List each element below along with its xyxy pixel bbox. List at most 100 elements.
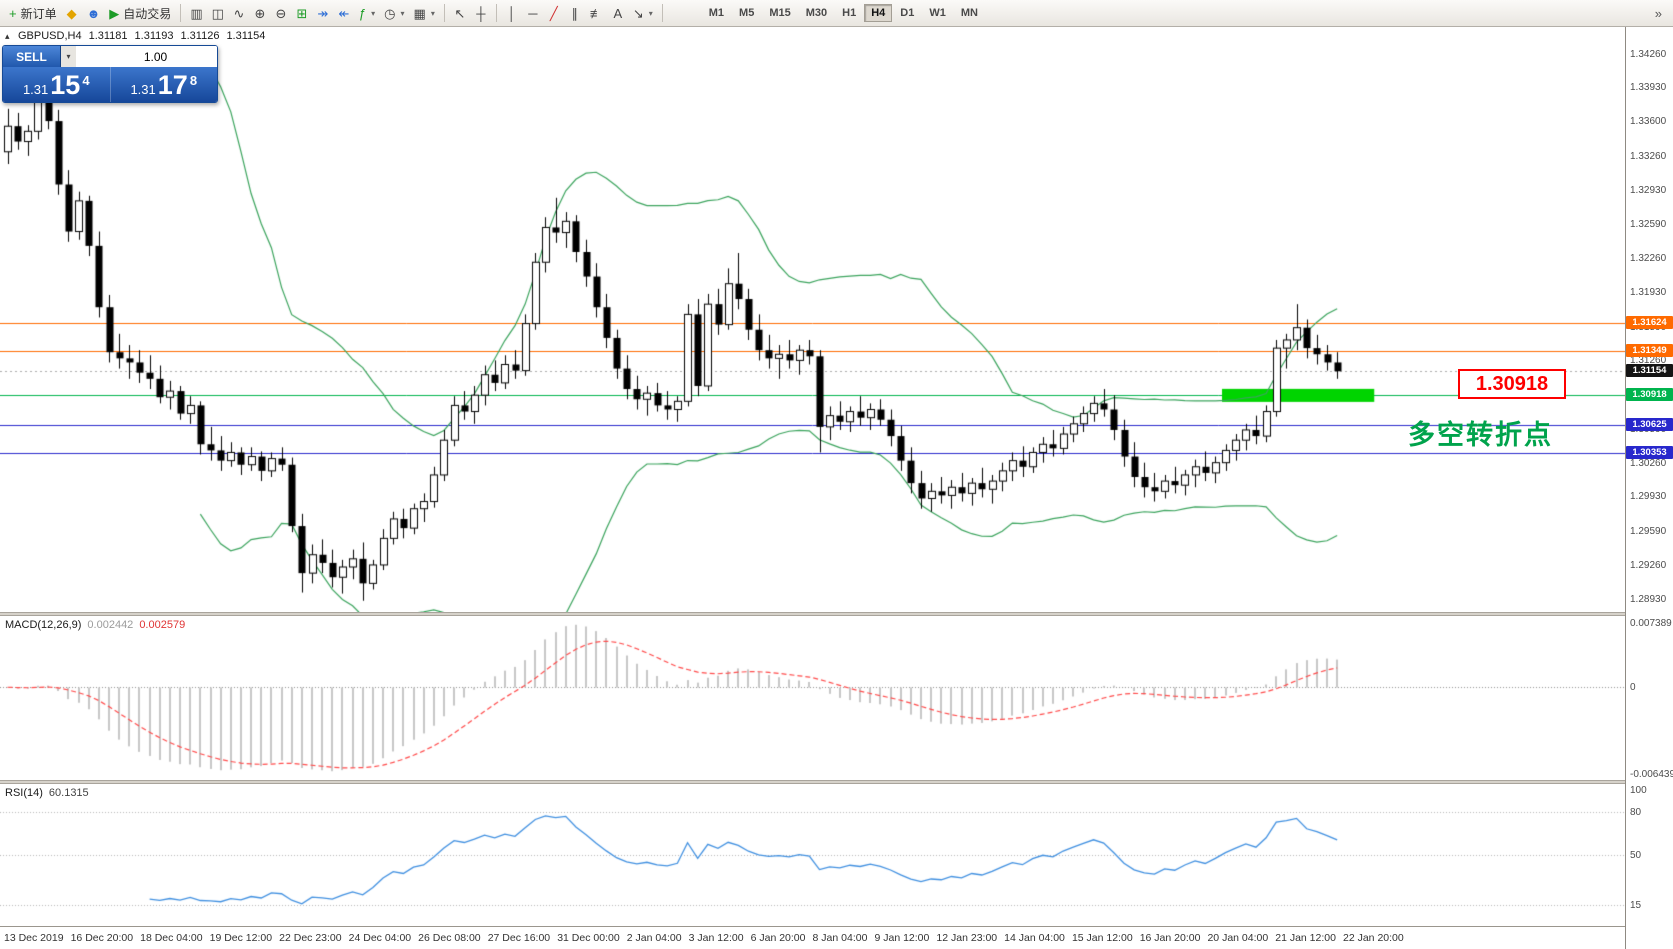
price-axis[interactable]: 1.34260 1.33930 1.33600 1.33260 1.32930 1.325… — [1625, 27, 1673, 949]
vertical-line-icon: │ — [507, 5, 516, 21]
toolbar-separator — [180, 4, 182, 22]
timeframe-button-h4[interactable]: H4 — [864, 4, 893, 22]
time-axis-label: 21 Jan 12:00 — [1275, 932, 1336, 944]
price-badge: 1.30625 — [1626, 418, 1673, 432]
ohlc-low: 1.31126 — [180, 30, 220, 42]
horizontal-line-button[interactable]: ─ — [523, 2, 543, 24]
community-button[interactable]: ☻ — [83, 2, 105, 24]
timeframe-button-d1[interactable]: D1 — [900, 7, 915, 19]
channel-button[interactable]: ∥ — [565, 2, 585, 24]
time-axis-label: 22 Dec 23:00 — [279, 932, 342, 944]
candlestick-chart-icon: ◫ — [211, 5, 224, 21]
chart-info: GBPUSD,H4 1.31181 1.31193 1.31126 1.3115… — [18, 30, 265, 42]
timeframe-button-m1[interactable]: M1 — [708, 7, 725, 19]
price-badge: 1.31624 — [1626, 316, 1673, 330]
time-axis-label: 19 Dec 12:00 — [209, 932, 273, 944]
new-order-button[interactable]: + 新订单 — [5, 2, 61, 24]
price-badge: 1.30918 — [1626, 388, 1673, 402]
cursor-button[interactable]: ↖ — [450, 2, 470, 24]
time-axis-label: 18 Dec 04:00 — [140, 932, 203, 944]
timeframe-button-m30[interactable]: M30 — [805, 7, 828, 19]
timeframe-button-m15[interactable]: M15 — [769, 7, 791, 19]
fibonacci-button[interactable]: ≢ — [586, 2, 607, 24]
buy-price[interactable]: 1.31 17 8 — [109, 67, 218, 102]
price-tick: 1.32260 — [1630, 253, 1667, 265]
toolbar: + 新订单 ◆ ☻ ▶ 自动交易 ▥ ◫ ∿ ⊕ ⊖ ⊞ — [0, 0, 1673, 27]
chevron-down-icon: ▾ — [430, 8, 435, 18]
price-tick: 1.30260 — [1630, 457, 1667, 469]
price-annotation-box[interactable]: 1.30918 — [1458, 369, 1566, 399]
turning-point-label[interactable]: 多空转折点 — [1408, 420, 1553, 450]
macd-label: MACD(12,26,9) 0.002442 0.002579 — [5, 619, 185, 631]
rsi-panel-canvas[interactable] — [0, 784, 1625, 926]
sell-price[interactable]: 1.31 15 4 — [3, 67, 110, 102]
volume-input[interactable] — [76, 46, 217, 67]
rsi-axis-label: 15 — [1630, 899, 1642, 911]
text-tool-button[interactable]: A — [608, 2, 628, 24]
one-click-toggle[interactable]: ▴ — [5, 31, 10, 41]
chevron-down-icon: ▾ — [371, 8, 376, 18]
time-axis[interactable]: 13 Dec 2019 16 Dec 20:00 18 Dec 04:00 19 De… — [0, 926, 1673, 949]
price-chart-canvas[interactable] — [0, 27, 1625, 612]
toolbar-separator — [443, 4, 445, 22]
bar-chart-button[interactable]: ▥ — [186, 2, 206, 24]
panel-splitter[interactable] — [0, 612, 1673, 616]
buy-price-sup: 8 — [189, 73, 198, 88]
price-tick: 1.32930 — [1630, 184, 1667, 196]
time-axis-label: 27 Dec 16:00 — [487, 932, 551, 944]
zoom-in-button[interactable]: ⊕ — [250, 2, 270, 24]
metaeditor-button[interactable]: ◆ — [62, 2, 82, 24]
tile-windows-button[interactable]: ⊞ — [292, 2, 312, 24]
indicators-button[interactable]: ƒ ▾ — [355, 2, 379, 24]
price-tick: 1.33600 — [1630, 116, 1667, 128]
buy-price-big: 17 — [157, 70, 188, 100]
crosshair-icon: ┼ — [476, 5, 486, 21]
periods-button[interactable]: ◷ ▾ — [380, 2, 408, 24]
timeframe-button-m5[interactable]: M5 — [739, 7, 755, 19]
chart-shift-button[interactable]: ↞ — [334, 2, 354, 24]
panel-splitter[interactable] — [0, 780, 1673, 784]
macd-axis-label: 0 — [1630, 682, 1636, 694]
sell-button[interactable]: SELL — [3, 46, 60, 67]
time-axis-label: 16 Dec 20:00 — [70, 932, 134, 944]
auto-scroll-button[interactable]: ↠ — [313, 2, 333, 24]
crosshair-button[interactable]: ┼ — [471, 2, 491, 24]
autotrading-button[interactable]: ▶ 自动交易 — [105, 2, 175, 24]
volume-decrease-button[interactable]: ▾ — [61, 46, 76, 67]
price-tick: 1.29590 — [1630, 526, 1667, 538]
time-axis-label: 3 Jan 12:00 — [688, 932, 744, 944]
price-tick: 1.28930 — [1630, 593, 1667, 605]
timeframe-button-mn[interactable]: MN — [960, 7, 978, 19]
rsi-value: 60.1315 — [48, 787, 89, 799]
horizontal-line-icon: ─ — [528, 5, 538, 21]
ohlc-open: 1.31181 — [88, 30, 128, 42]
chevron-down-icon: ▾ — [648, 8, 653, 18]
sell-price-sup: 4 — [82, 73, 90, 88]
line-chart-icon: ∿ — [233, 5, 245, 21]
trendline-button[interactable]: ╱ — [544, 2, 564, 24]
price-tick: 1.29260 — [1630, 559, 1667, 571]
candlestick-chart-button[interactable]: ◫ — [208, 2, 228, 24]
rsi-axis-label: 50 — [1630, 850, 1642, 861]
line-chart-button[interactable]: ∿ — [229, 2, 249, 24]
macd-panel-canvas[interactable] — [0, 616, 1625, 780]
indicators-icon: ƒ — [358, 5, 367, 21]
ohlc-high: 1.31193 — [134, 30, 174, 42]
time-axis-label: 6 Jan 20:00 — [750, 932, 806, 944]
buy-price-prefix: 1.31 — [130, 81, 156, 97]
price-tick: 1.33930 — [1630, 82, 1667, 94]
new-order-label: 新订单 — [20, 6, 57, 21]
timeframe-button-h1[interactable]: H1 — [842, 7, 857, 19]
zoom-out-button[interactable]: ⊖ — [271, 2, 291, 24]
toolbar-overflow-icon[interactable]: » — [1654, 5, 1662, 21]
vertical-line-button[interactable]: │ — [502, 2, 522, 24]
templates-button[interactable]: ▦ ▾ — [410, 2, 439, 24]
auto-scroll-icon: ↠ — [317, 5, 329, 21]
time-axis-label: 14 Jan 04:00 — [1004, 932, 1065, 944]
community-icon: ☻ — [86, 5, 101, 21]
arrows-tool-button[interactable]: ↘ ▾ — [629, 2, 657, 24]
chart-window: ▴ GBPUSD,H4 1.31181 1.31193 1.31126 1.31… — [0, 27, 1673, 949]
symbol-timeframe-label: GBPUSD,H4 — [18, 30, 82, 42]
macd-name: MACD(12,26,9) — [5, 619, 82, 631]
timeframe-button-w1[interactable]: W1 — [929, 7, 946, 19]
